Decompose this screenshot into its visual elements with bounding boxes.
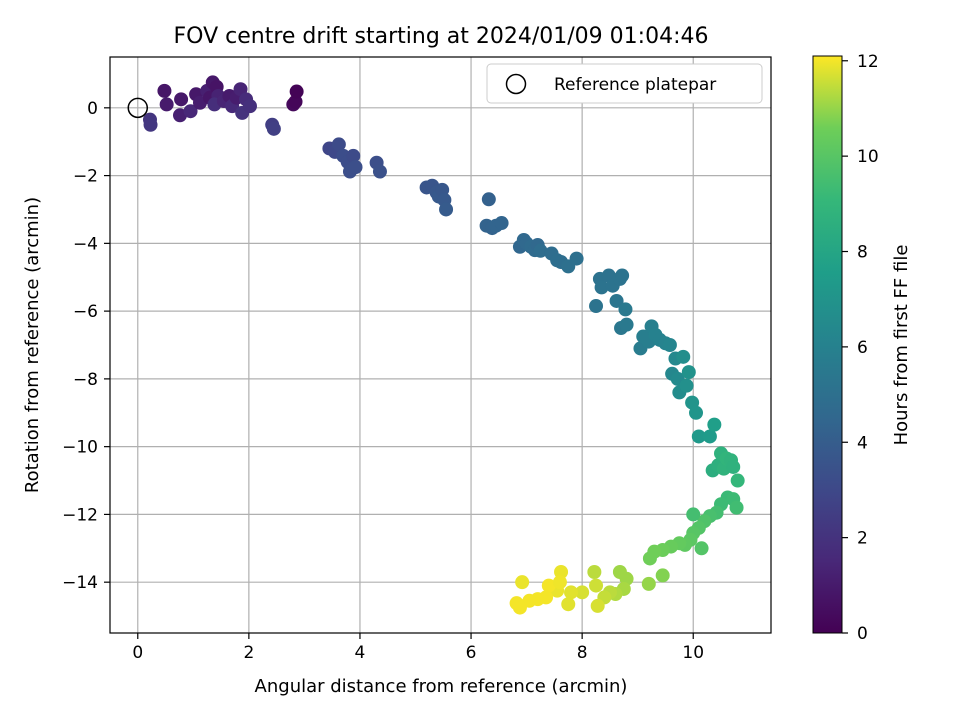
y-axis-label: Rotation from reference (arcmin) — [22, 197, 43, 493]
chart-title: FOV centre drift starting at 2024/01/09 … — [174, 24, 709, 49]
data-point — [331, 137, 346, 152]
data-point — [266, 121, 281, 136]
data-point — [676, 349, 691, 364]
plot-frame — [109, 56, 772, 634]
data-point — [515, 575, 530, 590]
y-tick-label: −8 — [73, 370, 98, 390]
data-point — [609, 293, 624, 308]
x-tick-label: 10 — [682, 643, 704, 663]
x-tick-label: 2 — [243, 643, 254, 663]
colorbar-label: Hours from first FF file — [891, 245, 912, 446]
scatter-points — [142, 75, 745, 615]
data-point — [372, 164, 387, 179]
data-point — [552, 575, 567, 590]
data-point — [143, 117, 158, 132]
x-tick-label: 6 — [466, 643, 477, 663]
x-tick-label: 0 — [132, 643, 143, 663]
data-point — [509, 596, 524, 611]
data-point — [589, 299, 604, 314]
reference-point — [127, 97, 149, 119]
grid-lines — [110, 57, 771, 633]
legend: Reference platepar — [486, 63, 763, 104]
colorbar-tick-label: 8 — [857, 243, 868, 263]
x-axis-label: Angular distance from reference (arcmin) — [255, 676, 628, 697]
reference-marker — [127, 97, 149, 119]
data-point — [686, 507, 701, 522]
x-axis-ticks: 0 2 4 6 8 10 — [132, 633, 704, 663]
data-point — [157, 83, 172, 98]
y-tick-label: −4 — [73, 234, 98, 254]
data-point — [587, 565, 602, 580]
y-tick-label: −6 — [73, 302, 98, 322]
data-point — [618, 302, 633, 317]
colorbar-tick-label: 2 — [857, 529, 868, 549]
data-point — [615, 268, 630, 283]
data-point — [730, 473, 745, 488]
y-tick-label: −14 — [62, 573, 98, 593]
data-point — [554, 565, 569, 580]
data-point — [533, 243, 548, 258]
data-point — [679, 378, 694, 393]
data-point — [569, 251, 584, 266]
y-tick-label: −2 — [73, 167, 98, 187]
data-point — [242, 99, 257, 114]
data-point — [589, 578, 604, 593]
x-tick-label: 8 — [577, 643, 588, 663]
data-point — [729, 500, 744, 515]
data-point — [575, 585, 590, 600]
data-point — [612, 565, 627, 580]
data-point — [641, 576, 656, 591]
data-point — [590, 598, 605, 613]
colorbar-tick-label: 6 — [857, 338, 868, 358]
data-point — [561, 597, 576, 612]
data-point — [183, 104, 198, 119]
colorbar-ticks: 0 2 4 6 8 10 12 — [842, 52, 879, 644]
colorbar-gradient — [812, 55, 843, 634]
data-point — [689, 405, 704, 420]
data-point — [172, 108, 187, 123]
data-point — [439, 202, 454, 217]
data-point — [159, 97, 174, 112]
data-point — [288, 94, 303, 109]
data-point — [494, 216, 509, 231]
x-tick-label: 4 — [355, 643, 366, 663]
data-point — [346, 148, 361, 163]
data-point — [174, 92, 189, 107]
data-point — [481, 192, 496, 207]
y-tick-label: 0 — [87, 99, 98, 119]
legend-reference-marker — [505, 73, 527, 95]
data-point — [726, 459, 741, 474]
data-point — [541, 578, 556, 593]
data-point — [289, 84, 304, 99]
colorbar: 0 2 4 6 8 10 12 Hours from first FF file — [812, 52, 912, 644]
colorbar-tick-label: 10 — [857, 147, 879, 167]
data-point — [694, 541, 709, 556]
data-point — [691, 429, 706, 444]
colorbar-tick-label: 12 — [857, 52, 879, 72]
data-point — [642, 551, 657, 566]
data-point — [594, 280, 609, 295]
data-point — [564, 585, 579, 600]
colorbar-tick-label: 4 — [857, 433, 868, 453]
data-point — [702, 429, 717, 444]
data-point — [681, 365, 696, 380]
data-point — [619, 317, 634, 332]
y-axis-ticks: 0 −2 −4 −6 −8 −10 −12 −14 — [62, 99, 110, 593]
data-point — [707, 417, 722, 432]
data-point — [348, 160, 363, 175]
data-point — [655, 568, 670, 583]
legend-entry-reference-platepar: Reference platepar — [554, 75, 716, 95]
legend-box — [486, 63, 763, 104]
colorbar-tick-label: 0 — [857, 624, 868, 644]
y-tick-label: −10 — [62, 438, 98, 458]
data-point — [662, 338, 677, 352]
y-tick-label: −12 — [62, 505, 98, 525]
